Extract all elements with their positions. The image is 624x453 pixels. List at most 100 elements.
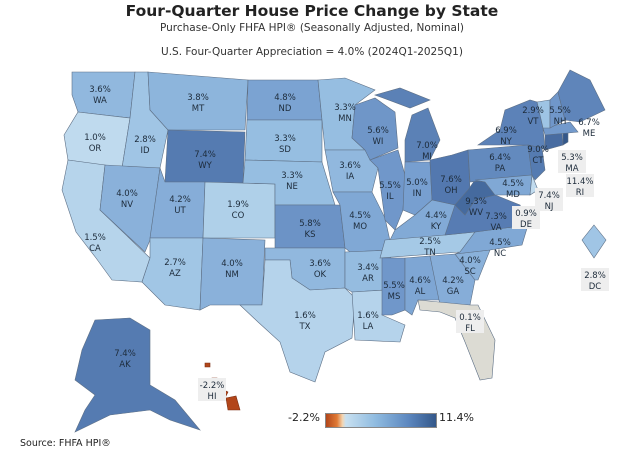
- state-abbr-label: SD: [279, 145, 291, 155]
- state-abbr-label: MN: [338, 114, 352, 124]
- state-abbr-label: PA: [495, 164, 506, 174]
- state-abbr-label: OR: [89, 144, 102, 154]
- state-abbr-label: WY: [198, 161, 212, 171]
- state-value-label: 1.0%: [84, 133, 106, 143]
- state-value-label: 1.6%: [357, 311, 379, 321]
- state-value-label: 7.4%: [194, 150, 216, 160]
- source-note: Source: FHFA HPI®: [20, 438, 111, 449]
- state-abbr-label: CO: [232, 211, 245, 221]
- state-abbr-label: VA: [490, 223, 501, 233]
- state-value-label: 4.2%: [169, 195, 191, 205]
- state-value-label: 4.4%: [425, 211, 447, 221]
- state-abbr-label: RI: [576, 188, 584, 198]
- state-abbr-label: NM: [225, 270, 239, 280]
- state-abbr-label: MT: [192, 104, 205, 114]
- state-abbr-label: MD: [506, 190, 520, 200]
- state-value-label: 6.4%: [489, 153, 511, 163]
- state-hi[interactable]: [204, 362, 211, 368]
- state-value-label: 9.0%: [527, 145, 549, 155]
- state-md[interactable]: [474, 174, 533, 196]
- state-abbr-label: ME: [583, 129, 596, 139]
- state-value-label: 6.7%: [578, 118, 600, 128]
- state-dc[interactable]: [581, 224, 607, 259]
- state-co[interactable]: [202, 181, 276, 239]
- state-wi[interactable]: [351, 97, 399, 161]
- state-nj[interactable]: [527, 144, 546, 181]
- state-il[interactable]: [369, 149, 406, 231]
- state-abbr-label: CT: [532, 156, 544, 166]
- state-abbr-label: NH: [554, 117, 567, 127]
- state-abbr-label: OK: [314, 270, 327, 280]
- state-mt[interactable]: [147, 71, 249, 131]
- state-value-label: 3.6%: [339, 161, 361, 171]
- state-value-label: 5.5%: [383, 281, 405, 291]
- state-ak[interactable]: [74, 317, 201, 433]
- state-abbr-label: SC: [464, 267, 475, 277]
- state-label-box: [558, 150, 586, 173]
- state-value-label: 3.3%: [334, 103, 356, 113]
- state-wa[interactable]: [71, 71, 136, 119]
- state-abbr-label: MO: [353, 222, 367, 232]
- state-value-label: 3.8%: [187, 93, 209, 103]
- state-abbr-label: NC: [494, 249, 506, 259]
- state-value-label: 4.8%: [274, 93, 296, 103]
- state-ms[interactable]: [381, 257, 406, 316]
- state-abbr-label: GA: [447, 287, 460, 297]
- state-abbr-label: HI: [208, 392, 217, 402]
- state-label-box: [512, 206, 540, 229]
- state-value-label: -2.2%: [200, 381, 225, 391]
- state-value-label: 3.6%: [309, 259, 331, 269]
- state-abbr-label: WV: [469, 208, 483, 218]
- state-abbr-label: FL: [465, 324, 475, 334]
- state-me[interactable]: [557, 69, 606, 123]
- state-tx[interactable]: [239, 259, 356, 383]
- state-abbr-label: AK: [119, 360, 131, 370]
- state-value-label: 3.3%: [274, 134, 296, 144]
- state-ga[interactable]: [429, 253, 476, 306]
- state-hi[interactable]: [225, 395, 241, 411]
- state-abbr-label: AL: [415, 287, 426, 297]
- state-value-label: 0.9%: [515, 209, 537, 219]
- state-value-label: 2.9%: [522, 106, 544, 116]
- state-abbr-label: WI: [373, 137, 384, 147]
- state-value-label: 2.5%: [419, 237, 441, 247]
- chart-title: Four-Quarter House Price Change by State: [125, 2, 499, 20]
- state-abbr-label: OH: [444, 186, 457, 196]
- state-abbr-label: NY: [500, 137, 512, 147]
- state-value-label: 7.4%: [114, 349, 136, 359]
- state-abbr-label: IL: [386, 192, 394, 202]
- state-label-box: [535, 188, 563, 211]
- state-ri[interactable]: [562, 132, 569, 146]
- state-value-label: 7.0%: [416, 141, 438, 151]
- state-label-box: [581, 268, 609, 291]
- state-label-box: [198, 378, 226, 401]
- state-value-label: 4.5%: [489, 238, 511, 248]
- state-value-label: 0.1%: [459, 313, 481, 323]
- state-label-box: [566, 174, 594, 197]
- state-value-label: 1.9%: [227, 200, 249, 210]
- state-mi[interactable]: [374, 87, 431, 109]
- state-nm[interactable]: [199, 237, 266, 311]
- state-abbr-label: MA: [565, 164, 578, 174]
- state-abbr-label: MS: [388, 292, 401, 302]
- state-abbr-label: KY: [431, 222, 442, 232]
- state-value-label: 7.4%: [538, 191, 560, 201]
- state-abbr-label: MI: [422, 152, 432, 162]
- legend-color-scale: [325, 413, 437, 428]
- state-abbr-label: ID: [140, 146, 150, 156]
- state-value-label: 5.8%: [299, 219, 321, 229]
- state-value-label: 4.5%: [502, 179, 524, 189]
- state-value-label: 4.0%: [459, 256, 481, 266]
- state-abbr-label: TN: [423, 248, 436, 258]
- state-abbr-label: NV: [121, 200, 133, 210]
- state-nv[interactable]: [99, 164, 161, 253]
- state-ia[interactable]: [324, 149, 379, 193]
- state-value-label: 9.3%: [465, 197, 487, 207]
- state-abbr-label: DC: [589, 282, 602, 292]
- state-ma[interactable]: [542, 121, 579, 136]
- state-value-label: 4.5%: [349, 211, 371, 221]
- state-abbr-label: CA: [89, 244, 101, 254]
- state-abbr-label: TX: [298, 322, 310, 332]
- state-abbr-label: LA: [363, 322, 374, 332]
